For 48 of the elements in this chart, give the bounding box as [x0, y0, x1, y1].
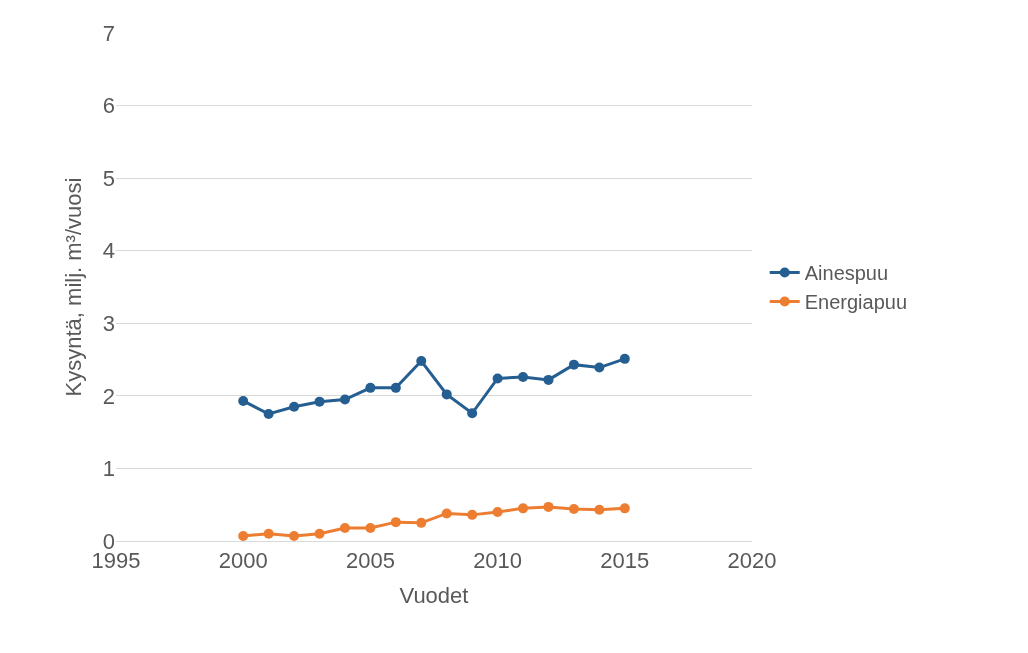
point [365, 382, 376, 393]
point [390, 517, 401, 528]
point [390, 382, 401, 393]
x-tick-label: 2020 [727, 548, 777, 574]
point [263, 409, 274, 419]
point [289, 401, 300, 412]
point [619, 353, 630, 364]
legend-label: Ainespuu [804, 262, 889, 285]
point [263, 528, 274, 539]
y-tick-label: 6 [102, 93, 115, 119]
x-tick-label: 2000 [218, 548, 268, 574]
point [594, 362, 605, 373]
point [441, 389, 452, 400]
y-tick-label: 3 [102, 310, 115, 336]
point [314, 528, 325, 539]
legend-label: Energiapuu [804, 291, 908, 314]
point [568, 359, 579, 370]
point [568, 504, 579, 515]
point [467, 509, 478, 520]
point [365, 522, 376, 533]
point [492, 506, 503, 517]
point [314, 396, 325, 407]
point [238, 530, 249, 541]
x-axis-title: Vuodet [399, 583, 469, 609]
point [416, 517, 427, 528]
y-tick-label: 2 [102, 383, 115, 409]
point [518, 503, 529, 514]
point [518, 371, 529, 382]
point [339, 522, 350, 533]
point [543, 501, 554, 512]
point [289, 530, 300, 541]
y-tick-label: 5 [102, 165, 115, 191]
point [492, 373, 503, 384]
x-tick-label: 2015 [600, 548, 650, 574]
point [594, 504, 605, 515]
point [543, 374, 554, 385]
y-axis-title: Kysyntä, milj. m³/vuosi [60, 177, 86, 397]
point [467, 408, 478, 419]
point [441, 508, 452, 519]
point [416, 356, 427, 367]
point [619, 503, 630, 514]
y-tick-label: 7 [102, 20, 115, 46]
point [238, 395, 249, 406]
x-tick-label: 2010 [473, 548, 523, 574]
point [339, 394, 350, 405]
y-tick-label: 4 [102, 238, 115, 264]
x-tick-label: 2005 [345, 548, 395, 574]
y-tick-label: 1 [102, 456, 115, 482]
